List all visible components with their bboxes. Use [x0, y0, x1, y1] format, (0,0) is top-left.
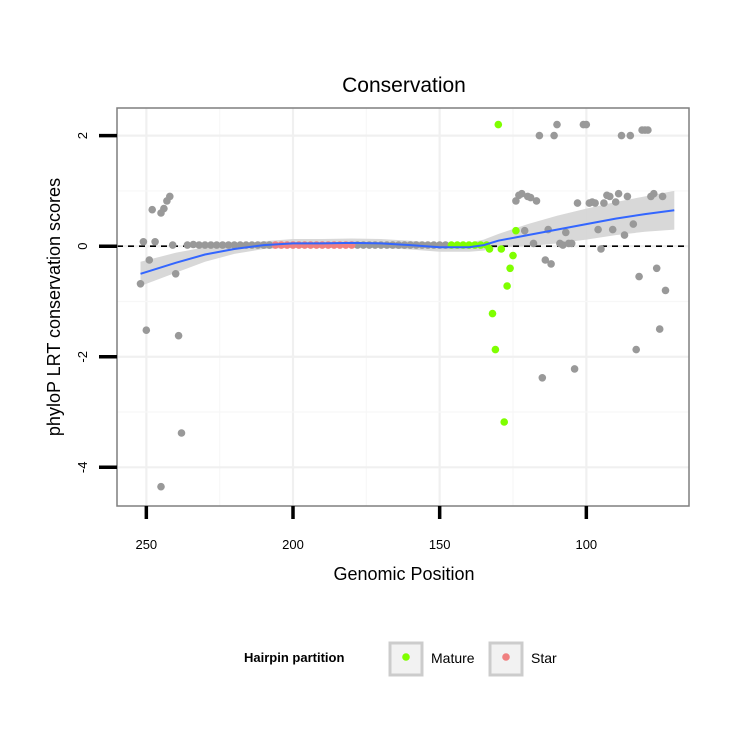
data-point-other [623, 192, 632, 201]
plot-border [116, 107, 690, 507]
data-point-other [212, 241, 221, 249]
series-other [136, 120, 670, 491]
data-point-other [573, 199, 582, 207]
data-point-other [559, 241, 567, 249]
y-axis: 2 0 -2 -4 [75, 132, 117, 473]
data-point-other [168, 241, 177, 249]
data-point-other [655, 325, 664, 333]
data-point-other [635, 272, 643, 281]
y-tick-label: 2 [75, 132, 90, 139]
confidence-band-layer [140, 190, 675, 286]
data-point-other [617, 131, 626, 140]
x-axis: 250 200 150 100 [135, 506, 597, 552]
data-point-other [594, 225, 602, 234]
data-point-other [608, 225, 617, 234]
smooth-trend-line [140, 209, 675, 275]
data-point-other [591, 199, 599, 207]
y-tick-label: -4 [75, 462, 90, 474]
x-tick-label: 100 [575, 537, 597, 552]
data-point-other [644, 126, 652, 134]
data-point-other [567, 239, 576, 248]
data-point-other [142, 326, 151, 335]
legend: Hairpin partition Mature Star [244, 641, 557, 677]
data-point-other [632, 345, 640, 354]
y-axis-title: phyloP LRT conservation scores [44, 178, 64, 436]
data-point-other [658, 192, 667, 201]
data-point-other [629, 220, 638, 228]
data-point-other [195, 241, 203, 249]
data-point-other [538, 374, 547, 382]
data-point-other [550, 131, 558, 140]
data-point-other [652, 264, 661, 273]
data-point-other [532, 197, 541, 205]
data-point-other [626, 131, 635, 140]
data-point-other [183, 241, 192, 249]
data-point-other [151, 238, 159, 246]
x-axis-title: Genomic Position [333, 564, 474, 584]
data-point-other [177, 429, 186, 437]
data-point-other [529, 239, 538, 248]
data-point-mature [488, 309, 497, 318]
data-point-other [230, 241, 239, 249]
data-point-other [139, 238, 148, 246]
data-point-mature [485, 245, 494, 253]
legend-swatch-star [502, 653, 510, 661]
confidence-band [140, 190, 675, 286]
data-point-other [201, 241, 209, 249]
legend-swatch-mature [402, 653, 410, 661]
data-point-other [189, 240, 198, 249]
data-point-other [207, 241, 215, 249]
data-point-other [600, 199, 608, 207]
data-point-other [611, 198, 620, 206]
data-point-other [224, 241, 233, 249]
x-tick-label: 200 [282, 537, 304, 552]
data-point-other [148, 205, 156, 214]
data-point-other [512, 197, 520, 205]
data-point-other [520, 226, 529, 235]
data-point-other [218, 241, 227, 249]
x-tick-label: 150 [429, 537, 451, 552]
data-point-other [166, 192, 174, 201]
data-point-other [661, 286, 670, 295]
data-point-other [562, 228, 570, 237]
x-tick-label: 250 [135, 537, 157, 552]
data-point-mature [491, 345, 500, 354]
data-point-other [650, 189, 658, 198]
y-tick-label: -2 [75, 351, 90, 363]
data-point-other [518, 189, 526, 198]
data-point-other [597, 245, 605, 253]
data-point-other [553, 120, 561, 129]
data-point-other [547, 260, 555, 268]
data-point-other [157, 482, 165, 491]
data-point-other [174, 331, 183, 340]
data-point-mature [497, 245, 506, 253]
data-point-mature [506, 264, 514, 273]
smooth-line-layer [140, 209, 675, 275]
legend-label-mature: Mature [431, 650, 475, 666]
data-point-mature [494, 120, 503, 129]
data-point-other [160, 204, 168, 213]
chart-title: Conservation [342, 74, 466, 97]
data-point-other [526, 193, 535, 202]
data-point-other [171, 270, 180, 278]
data-point-other [582, 120, 591, 129]
grid [117, 108, 689, 506]
data-point-other [606, 192, 614, 201]
y-tick-label: 0 [75, 243, 90, 250]
data-point-mature [500, 418, 509, 426]
data-point-other [614, 189, 623, 198]
data-point-other [541, 256, 550, 264]
data-point-mature [512, 226, 520, 235]
data-point-other [145, 256, 154, 264]
data-point-mature [503, 282, 511, 290]
plot-background [117, 108, 689, 506]
data-point-other [535, 131, 544, 140]
data-point-mature [509, 251, 517, 260]
data-point-other [136, 280, 145, 288]
legend-label-star: Star [531, 650, 557, 666]
data-point-other [620, 231, 629, 239]
data-point-other [570, 365, 579, 373]
legend-title: Hairpin partition [244, 650, 344, 665]
